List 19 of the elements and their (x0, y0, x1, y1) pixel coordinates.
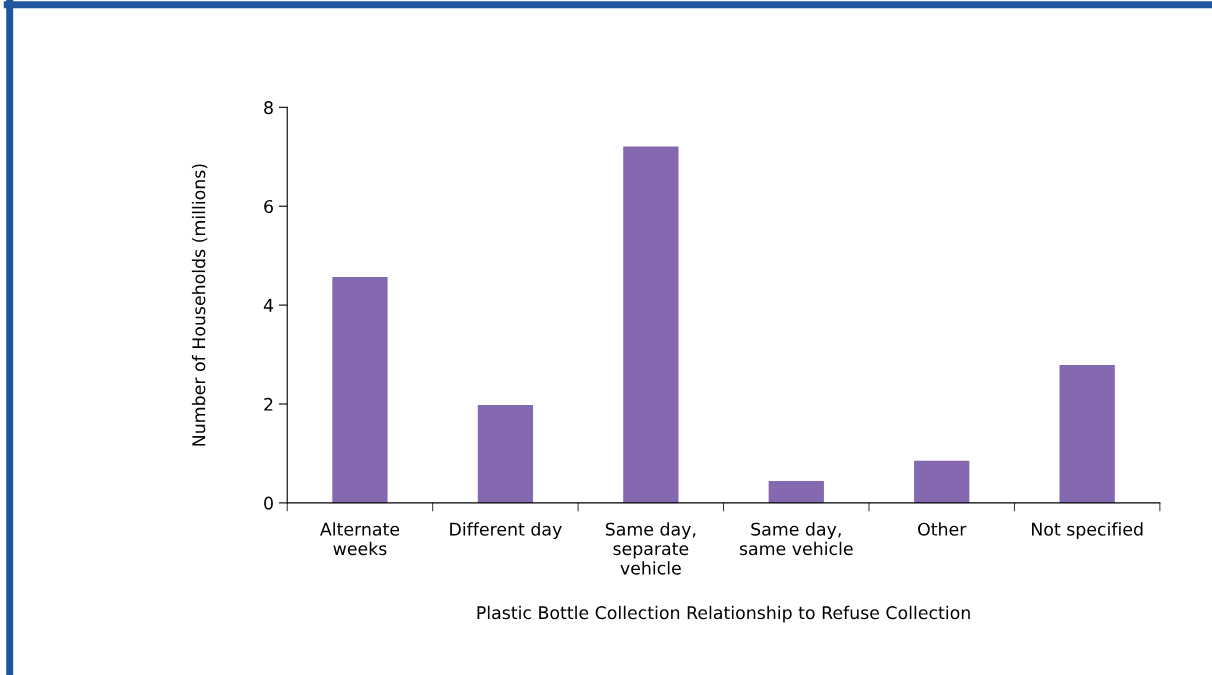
x-tick-label: Other (918, 522, 967, 536)
x-tick-label: Same day, separate vehicle (605, 522, 696, 575)
bar (477, 404, 534, 503)
y-tick-label: 0 (264, 496, 273, 510)
x-tick-label: Different day (450, 522, 562, 540)
bar (1059, 364, 1115, 503)
x-tick-label: Same day, same vehicle (739, 522, 853, 556)
y-tick-label: 4 (263, 299, 274, 312)
bar (768, 481, 824, 503)
y-axis-title: Number of Households (millions) (191, 164, 208, 446)
bar (623, 146, 679, 503)
x-axis-title: Plastic Bottle Collection Relationship to Refuse Collection (477, 605, 970, 623)
bar (332, 276, 388, 503)
bar (914, 460, 970, 503)
y-tick-label: 2 (264, 397, 273, 411)
x-tick-label: Not specified (1032, 522, 1143, 540)
y-tick-label: 8 (264, 101, 273, 115)
y-tick-label: 6 (264, 199, 273, 214)
x-tick-label: Alternate weeks (320, 522, 400, 556)
